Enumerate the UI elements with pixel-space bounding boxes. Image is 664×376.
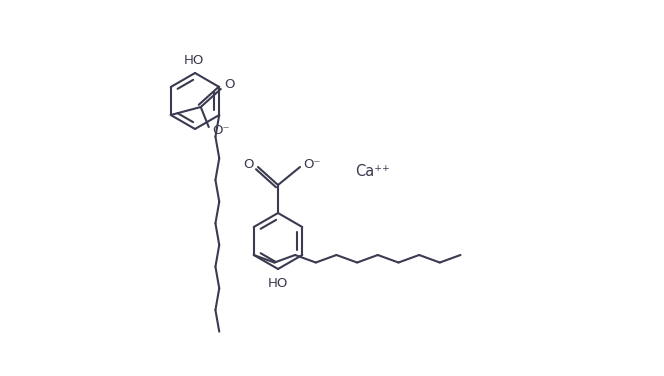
Text: Ca⁺⁺: Ca⁺⁺ — [355, 164, 390, 179]
Text: HO: HO — [268, 277, 288, 290]
Text: O⁻: O⁻ — [212, 123, 229, 136]
Text: O: O — [224, 79, 234, 91]
Text: HO: HO — [184, 54, 205, 67]
Text: O⁻: O⁻ — [303, 158, 321, 170]
Text: O: O — [244, 158, 254, 170]
